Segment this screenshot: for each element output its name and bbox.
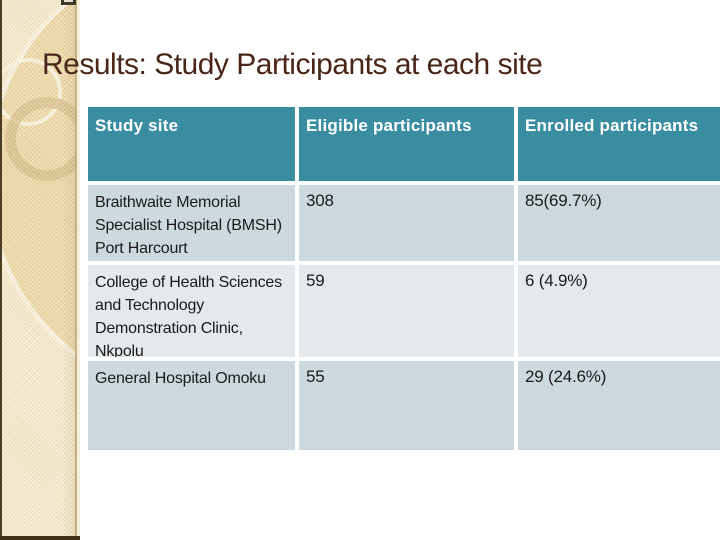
slide-title: Results: Study Participants at each site <box>42 48 543 81</box>
site-cell: Braithwaite Memorial Specialist Hospital… <box>88 185 295 261</box>
sidebar-decoration <box>0 0 80 540</box>
site-cell: College of Health Sciences and Technolog… <box>88 265 295 357</box>
header-cell-enrolled: Enrolled participants <box>518 107 720 181</box>
sidebar-bottom-bar <box>0 536 80 540</box>
enrolled-cell: 85(69.7%) <box>518 185 720 261</box>
enrolled-cell: 29 (24.6%) <box>518 361 720 450</box>
theme-square-ornament <box>61 0 76 5</box>
header-cell-study-site: Study site <box>88 107 295 181</box>
eligible-cell: 308 <box>299 185 514 261</box>
sidebar-left-edge <box>0 0 2 540</box>
sidebar-weave-texture <box>0 0 80 540</box>
eligible-cell: 55 <box>299 361 514 450</box>
header-cell-eligible: Eligible participants <box>299 107 514 181</box>
enrolled-cell: 6 (4.9%) <box>518 265 720 357</box>
site-cell: General Hospital Omoku <box>88 361 295 450</box>
participants-table: Study site Eligible participants Enrolle… <box>88 107 720 450</box>
eligible-cell: 59 <box>299 265 514 357</box>
sidebar-right-edge <box>75 0 80 540</box>
